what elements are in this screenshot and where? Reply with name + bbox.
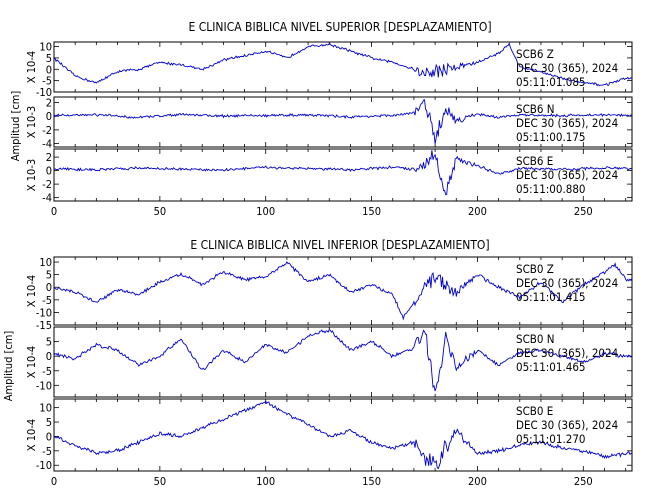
p0-scb6-e-waveform <box>53 150 633 196</box>
p1-scb0-z-time-label: 05:11:01.415 <box>516 290 586 304</box>
p0-scb6-n-date-label: DEC 30 (365), 2024 <box>516 116 618 130</box>
p1-scb0-z-waveform <box>53 261 633 321</box>
p1-scb0-e-time-label: 05:11:01.270 <box>516 432 586 446</box>
p0-scb6-e-ytick-label: 2 <box>46 151 52 164</box>
p0-scb6-e-time-label: 05:11:00.880 <box>516 182 586 196</box>
p1-scb0-z-date-label: DEC 30 (365), 2024 <box>516 276 618 290</box>
p1-xtick-label: 100 <box>256 475 275 488</box>
p1-xtick-label: 200 <box>468 475 487 488</box>
p0-scb6-e-date-label: DEC 30 (365), 2024 <box>516 168 618 182</box>
p0-scb6-z-ytick-label: -10 <box>36 86 52 99</box>
p0-xtick-label: 100 <box>256 205 275 218</box>
p1-scb0-n-station-label: SCB0 N <box>516 332 555 346</box>
p1-scb0-e-waveform <box>53 400 633 470</box>
p0-scb6-z-date-label: DEC 30 (365), 2024 <box>516 61 618 75</box>
p0-scb6-e-frame <box>53 148 633 202</box>
p0-scb6-z-station-label: SCB6 Z <box>516 47 554 61</box>
p0-scb6-n-station-label: SCB6 N <box>516 102 555 116</box>
p1-scb0-n-waveform <box>53 329 633 392</box>
p0-scb6-n-time-label: 05:11:00.175 <box>516 130 586 144</box>
p0-scb6-z-ytick-label: 10 <box>39 41 52 54</box>
panel-title-inferior: E CLINICA BIBLICA NIVEL INFERIOR [DESPLA… <box>190 238 489 252</box>
p1-scb0-z-ytick-label: -15 <box>36 319 52 332</box>
p1-scb0-e-ytick-label: 0 <box>46 430 52 443</box>
p1-scb0-z-ytick-label: -10 <box>36 306 52 319</box>
p0-xtick-label: 250 <box>574 205 593 218</box>
p1-scb0-e-ytick-label: 5 <box>46 416 52 429</box>
p1-scb0-n-frame <box>53 326 633 398</box>
panel-title-superior: E CLINICA BIBLICA NIVEL SUPERIOR [DESPLA… <box>188 20 491 34</box>
p0-scb6-z-scale-label: X 10-4 <box>25 51 38 83</box>
p1-scb0-e-ytick-label: 10 <box>39 402 52 415</box>
p0-scb6-z-waveform <box>53 42 633 87</box>
p0-scb6-n-ytick-label: -4 <box>42 138 52 151</box>
p0-scb6-n-waveform <box>53 99 633 144</box>
p0-xtick-label: 0 <box>51 205 57 218</box>
p0-xtick-label: 200 <box>468 205 487 218</box>
p0-xtick-label: 50 <box>154 205 167 218</box>
p0-scb6-z-frame <box>53 41 633 93</box>
p1-scb0-e-frame <box>53 398 633 472</box>
p1-scb0-e-ytick-label: -10 <box>36 459 52 472</box>
p1-scb0-z-ytick-label: 0 <box>46 281 52 294</box>
p1-scb0-e-scale-label: X 10-4 <box>25 419 38 451</box>
p0-scb6-z-ytick-label: 5 <box>46 52 52 65</box>
ylabel-inferior: Amplitud [cm] <box>2 331 15 402</box>
p0-scb6-z-ytick-label: 0 <box>46 63 52 76</box>
p0-scb6-e-scale-label: X 10-3 <box>25 159 38 191</box>
p0-scb6-z-ytick-label: -5 <box>42 75 52 88</box>
p1-scb0-z-ytick-label: -5 <box>42 294 52 307</box>
p0-scb6-e-station-label: SCB6 E <box>516 154 553 168</box>
p1-xtick-label: 250 <box>574 475 593 488</box>
p1-xtick-label: 50 <box>154 475 167 488</box>
p1-xtick-label: 0 <box>51 475 57 488</box>
p0-scb6-n-frame <box>53 96 633 148</box>
p1-scb0-n-date-label: DEC 30 (365), 2024 <box>516 346 618 360</box>
p1-scb0-z-frame <box>53 256 633 326</box>
p1-scb0-n-ytick-label: -5 <box>42 365 52 378</box>
p1-scb0-z-ytick-label: 10 <box>39 256 52 269</box>
p0-scb6-n-ytick-label: -2 <box>42 124 52 137</box>
p1-scb0-n-ytick-label: -10 <box>36 379 52 392</box>
p1-scb0-n-ytick-label: 5 <box>46 336 52 349</box>
p0-scb6-z-time-label: 05:11:01.085 <box>516 75 586 89</box>
p1-scb0-e-station-label: SCB0 E <box>516 404 553 418</box>
p1-scb0-z-scale-label: X 10-4 <box>25 275 38 307</box>
p1-xtick-label: 150 <box>362 475 381 488</box>
p1-scb0-n-scale-label: X 10-4 <box>25 346 38 378</box>
p1-scb0-z-ytick-label: 5 <box>46 269 52 282</box>
p0-scb6-n-ytick-label: 0 <box>46 110 52 123</box>
ylabel-superior: Amplitud [cm] <box>9 91 22 162</box>
p0-scb6-e-ytick-label: 0 <box>46 165 52 178</box>
p1-scb0-e-date-label: DEC 30 (365), 2024 <box>516 418 618 432</box>
p0-scb6-n-scale-label: X 10-3 <box>25 106 38 138</box>
p0-scb6-n-ytick-label: 2 <box>46 96 52 109</box>
p0-xtick-label: 150 <box>362 205 381 218</box>
p0-scb6-e-ytick-label: -2 <box>42 178 52 191</box>
p1-scb0-n-time-label: 05:11:01.465 <box>516 360 586 374</box>
p1-scb0-e-ytick-label: -5 <box>42 445 52 458</box>
p0-scb6-e-ytick-label: -4 <box>42 192 52 205</box>
p1-scb0-n-ytick-label: 0 <box>46 350 52 363</box>
p1-scb0-z-station-label: SCB0 Z <box>516 262 554 276</box>
